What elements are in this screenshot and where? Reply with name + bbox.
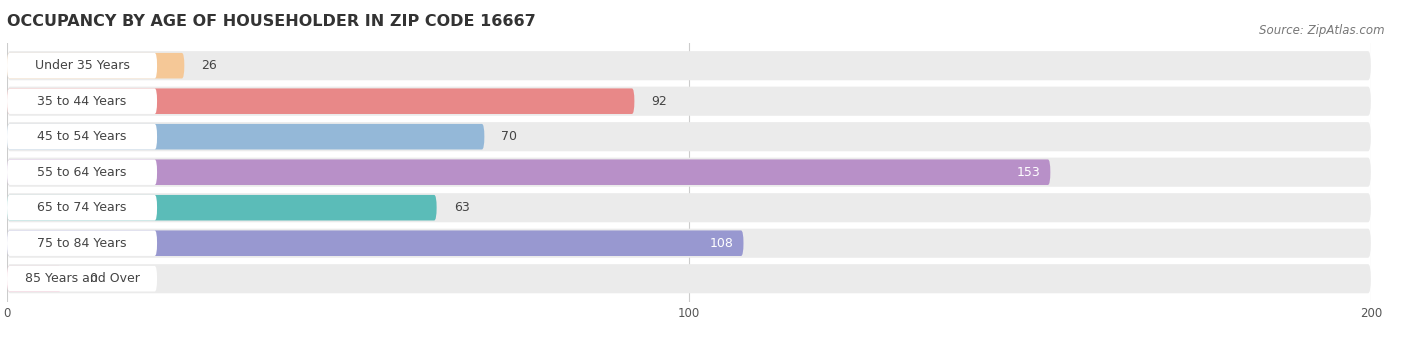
Text: 65 to 74 Years: 65 to 74 Years	[38, 201, 127, 214]
Text: Source: ZipAtlas.com: Source: ZipAtlas.com	[1260, 24, 1385, 37]
FancyBboxPatch shape	[7, 124, 157, 149]
Text: 26: 26	[201, 59, 217, 72]
FancyBboxPatch shape	[7, 195, 437, 221]
FancyBboxPatch shape	[7, 88, 157, 114]
FancyBboxPatch shape	[7, 87, 1371, 116]
FancyBboxPatch shape	[7, 122, 1371, 151]
FancyBboxPatch shape	[7, 231, 744, 256]
Text: 70: 70	[502, 130, 517, 143]
Text: 0: 0	[89, 272, 97, 285]
FancyBboxPatch shape	[7, 160, 1050, 185]
Text: 55 to 64 Years: 55 to 64 Years	[38, 166, 127, 179]
FancyBboxPatch shape	[7, 229, 1371, 258]
Text: 153: 153	[1017, 166, 1040, 179]
Text: 63: 63	[454, 201, 470, 214]
FancyBboxPatch shape	[7, 231, 157, 256]
FancyBboxPatch shape	[7, 53, 184, 78]
FancyBboxPatch shape	[7, 88, 634, 114]
Text: 85 Years and Over: 85 Years and Over	[24, 272, 139, 285]
FancyBboxPatch shape	[7, 158, 1371, 187]
Text: OCCUPANCY BY AGE OF HOUSEHOLDER IN ZIP CODE 16667: OCCUPANCY BY AGE OF HOUSEHOLDER IN ZIP C…	[7, 14, 536, 29]
Text: Under 35 Years: Under 35 Years	[35, 59, 129, 72]
FancyBboxPatch shape	[7, 53, 157, 78]
FancyBboxPatch shape	[7, 266, 62, 292]
Text: 75 to 84 Years: 75 to 84 Years	[38, 237, 127, 250]
FancyBboxPatch shape	[7, 124, 484, 149]
Text: 45 to 54 Years: 45 to 54 Years	[38, 130, 127, 143]
Text: 35 to 44 Years: 35 to 44 Years	[38, 95, 127, 108]
FancyBboxPatch shape	[7, 195, 157, 221]
FancyBboxPatch shape	[7, 51, 1371, 80]
Text: 108: 108	[710, 237, 734, 250]
FancyBboxPatch shape	[7, 193, 1371, 222]
FancyBboxPatch shape	[7, 264, 1371, 293]
FancyBboxPatch shape	[7, 266, 157, 292]
Text: 92: 92	[651, 95, 668, 108]
FancyBboxPatch shape	[7, 160, 157, 185]
